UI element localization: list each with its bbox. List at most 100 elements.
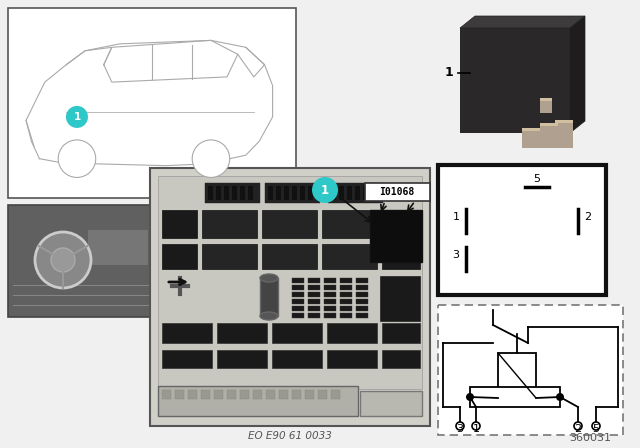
Bar (340, 313, 352, 318)
Bar (292, 390, 301, 399)
Bar (470, 387, 560, 407)
Circle shape (312, 177, 338, 203)
Circle shape (574, 422, 582, 430)
Bar (356, 313, 368, 318)
Bar (266, 390, 275, 399)
Bar (540, 98, 552, 101)
Bar (356, 299, 368, 304)
Bar (262, 244, 317, 269)
Circle shape (192, 140, 230, 177)
Bar (201, 390, 210, 399)
Text: 5: 5 (534, 174, 541, 184)
Bar (540, 123, 558, 126)
Bar (356, 306, 368, 311)
Bar (162, 390, 171, 399)
Bar (360, 391, 422, 416)
Text: 1: 1 (445, 66, 454, 79)
Bar (202, 210, 257, 238)
Bar (272, 350, 322, 368)
Bar (331, 390, 340, 399)
Bar (324, 292, 336, 297)
Bar (240, 390, 249, 399)
Circle shape (466, 393, 474, 401)
Bar (324, 285, 336, 290)
Text: 2: 2 (575, 424, 582, 434)
Bar (382, 323, 420, 343)
Bar (555, 120, 573, 148)
Bar (162, 323, 212, 343)
Bar (268, 186, 273, 200)
Ellipse shape (260, 274, 278, 282)
Bar (370, 210, 422, 262)
Bar (240, 186, 245, 200)
Circle shape (472, 422, 480, 430)
Bar (284, 186, 289, 200)
Bar (324, 313, 336, 318)
Text: 3: 3 (456, 424, 463, 434)
Bar (365, 183, 430, 201)
Bar (227, 390, 236, 399)
Bar (292, 313, 304, 318)
Bar (260, 278, 278, 316)
Bar (214, 390, 223, 399)
Bar (318, 390, 327, 399)
Bar (202, 244, 257, 269)
Bar (262, 210, 317, 238)
Circle shape (58, 140, 96, 177)
Bar (438, 305, 623, 435)
Bar (347, 186, 352, 200)
Bar (340, 306, 352, 311)
Text: 3: 3 (452, 250, 460, 260)
Bar (340, 292, 352, 297)
Text: 1: 1 (452, 212, 460, 222)
Bar (8, 205, 196, 317)
Bar (340, 299, 352, 304)
Bar (324, 306, 336, 311)
Bar (292, 292, 304, 297)
Bar (355, 186, 360, 200)
Bar (322, 210, 377, 238)
Bar (328, 183, 383, 203)
Text: 2: 2 (584, 212, 591, 222)
Circle shape (35, 232, 91, 288)
Bar (305, 390, 314, 399)
Bar (208, 186, 213, 200)
Bar (279, 390, 288, 399)
Bar (380, 276, 420, 321)
Bar (292, 306, 304, 311)
Bar (162, 210, 197, 238)
Text: 5: 5 (593, 424, 600, 434)
Text: I01068: I01068 (380, 187, 415, 197)
Bar (382, 210, 420, 238)
Bar (88, 230, 148, 265)
Bar (308, 313, 320, 318)
Bar (540, 123, 558, 148)
Bar (356, 285, 368, 290)
Bar (308, 306, 320, 311)
Bar (292, 285, 304, 290)
Bar (339, 186, 344, 200)
Text: EO E90 61 0033: EO E90 61 0033 (248, 431, 332, 441)
Bar (162, 350, 212, 368)
Bar (540, 98, 552, 113)
Bar (371, 186, 376, 200)
Polygon shape (460, 16, 585, 28)
Text: 1: 1 (321, 184, 329, 197)
Bar (555, 120, 573, 123)
Bar (322, 244, 377, 269)
Bar (324, 278, 336, 283)
Bar (363, 186, 368, 200)
Bar (356, 292, 368, 297)
Bar (292, 186, 297, 200)
Bar (340, 278, 352, 283)
Bar (265, 183, 320, 203)
Bar (522, 128, 540, 131)
Circle shape (51, 248, 75, 272)
Circle shape (592, 422, 600, 430)
Circle shape (556, 393, 564, 401)
Bar (382, 244, 420, 269)
Bar (217, 323, 267, 343)
Bar (217, 350, 267, 368)
Bar (308, 299, 320, 304)
Bar (498, 353, 536, 398)
